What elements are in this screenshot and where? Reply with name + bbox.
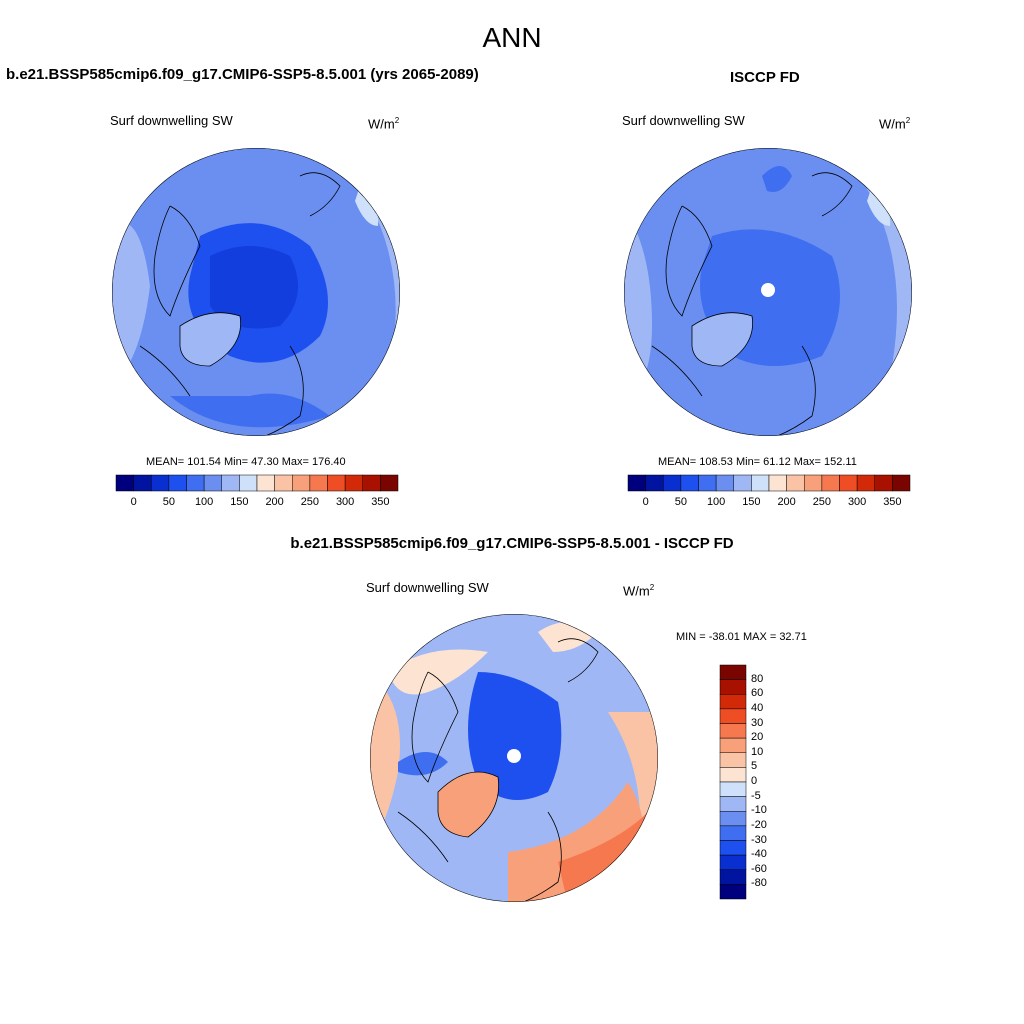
panel-3-polar-map [370,614,658,902]
panel-2-variable-label: Surf downwelling SW [622,113,745,128]
colorbar-swatch [715,474,734,492]
colorbar-swatch [733,474,752,492]
colorbar-swatch [719,854,747,870]
colorbar-swatch [239,474,258,492]
colorbar-swatch [874,474,893,492]
colorbar-tick-label: 150 [230,496,249,508]
panel-3-colorbar [719,664,747,900]
colorbar-swatch [839,474,858,492]
colorbar-swatch [362,474,381,492]
colorbar-swatch [309,474,328,492]
colorbar-swatch [680,474,699,492]
colorbar-swatch [380,474,399,492]
colorbar-swatch [719,884,747,900]
panel-3-variable-label: Surf downwelling SW [366,580,489,595]
colorbar-tick-label: 5 [751,760,758,773]
colorbar-tick-label: -80 [751,877,767,890]
colorbar-swatch [719,781,747,797]
colorbar-tick-label: 30 [751,716,764,729]
panel-2-stats: MEAN= 108.53 Min= 61.12 Max= 152.11 [658,456,857,468]
colorbar-swatch [627,474,646,492]
colorbar-swatch [719,811,747,827]
colorbar-swatch [719,737,747,753]
colorbar-swatch [751,474,770,492]
panel-2-units: W/m2 [879,116,911,132]
colorbar-swatch [719,752,747,768]
colorbar-tick-label: 100 [194,496,214,508]
colorbar-swatch [719,679,747,695]
colorbar-swatch [719,840,747,856]
colorbar-swatch [663,474,682,492]
colorbar-swatch [804,474,823,492]
colorbar-tick-label: 40 [751,701,764,714]
colorbar-tick-label: 60 [751,687,764,700]
panel-3-stats: MIN = -38.01 MAX = 32.71 [676,631,807,643]
colorbar-swatch [203,474,222,492]
colorbar-tick-label: 50 [162,496,175,508]
panel-1-polar-map [112,148,400,436]
colorbar-swatch [719,767,747,783]
colorbar-swatch [719,708,747,724]
colorbar-swatch [344,474,363,492]
colorbar-tick-label: -20 [751,818,767,831]
colorbar-swatch [719,825,747,841]
colorbar-tick-label: 80 [751,672,764,685]
colorbar-swatch [698,474,717,492]
colorbar-swatch [856,474,875,492]
colorbar-tick-label: 250 [812,496,832,508]
colorbar-tick-label: 10 [751,745,764,758]
colorbar-tick-label: 200 [265,496,284,508]
colorbar-swatch [256,474,275,492]
colorbar-tick-label: 250 [300,496,320,508]
colorbar-swatch [786,474,805,492]
panel-1-variable-label: Surf downwelling SW [110,113,233,128]
panel-2-colorbar [627,474,911,492]
colorbar-swatch [719,869,747,885]
colorbar-tick-label: 20 [751,731,764,744]
colorbar-swatch [292,474,311,492]
colorbar-tick-label: -10 [751,804,767,817]
colorbar-swatch [821,474,840,492]
colorbar-swatch [719,694,747,710]
panel-2-polar-map [624,148,912,436]
colorbar-tick-label: 50 [674,496,687,508]
panel-3-title: b.e21.BSSP585cmip6.f09_g17.CMIP6-SSP5-8.… [290,535,734,552]
colorbar-swatch [221,474,240,492]
panel-3-units: W/m2 [623,583,655,599]
colorbar-tick-label: -5 [751,789,761,802]
panel-1-title: b.e21.BSSP585cmip6.f09_g17.CMIP6-SSP5-8.… [6,66,479,83]
colorbar-tick-label: 350 [883,496,902,508]
panel-2-title: ISCCP FD [730,69,800,86]
colorbar-swatch [768,474,787,492]
colorbar-tick-label: 300 [335,496,355,508]
colorbar-tick-label: 150 [742,496,761,508]
colorbar-swatch [168,474,187,492]
page-title: ANN [482,22,542,53]
colorbar-swatch [327,474,346,492]
colorbar-tick-label: -60 [751,862,767,875]
colorbar-swatch [719,664,747,680]
panel-1-colorbar [115,474,399,492]
colorbar-swatch [274,474,293,492]
colorbar-swatch [115,474,134,492]
colorbar-swatch [892,474,911,492]
colorbar-swatch [719,796,747,812]
colorbar-tick-label: 100 [706,496,726,508]
colorbar-tick-label: 0 [751,775,758,787]
colorbar-swatch [151,474,170,492]
colorbar-tick-label: 350 [371,496,390,508]
panel-1-units: W/m2 [368,116,400,132]
colorbar-tick-label: 300 [847,496,867,508]
colorbar-tick-label: 200 [777,496,796,508]
colorbar-tick-label: 0 [130,496,137,508]
colorbar-swatch [719,723,747,739]
colorbar-tick-label: 0 [642,496,649,508]
colorbar-tick-label: -40 [751,848,767,861]
panel-1-stats: MEAN= 101.54 Min= 47.30 Max= 176.40 [146,456,346,468]
colorbar-swatch [133,474,152,492]
colorbar-swatch [186,474,205,492]
colorbar-tick-label: -30 [751,833,767,846]
colorbar-swatch [645,474,664,492]
